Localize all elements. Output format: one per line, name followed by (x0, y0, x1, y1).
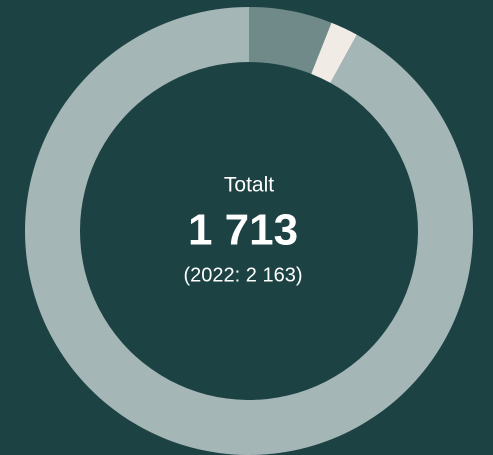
center-value: 1 713 (188, 206, 298, 255)
donut-segment (249, 7, 332, 74)
center-title: Totalt (224, 174, 274, 197)
donut-segment (311, 22, 357, 83)
donut (25, 7, 473, 455)
center-note: (2022: 2 163) (184, 264, 303, 286)
